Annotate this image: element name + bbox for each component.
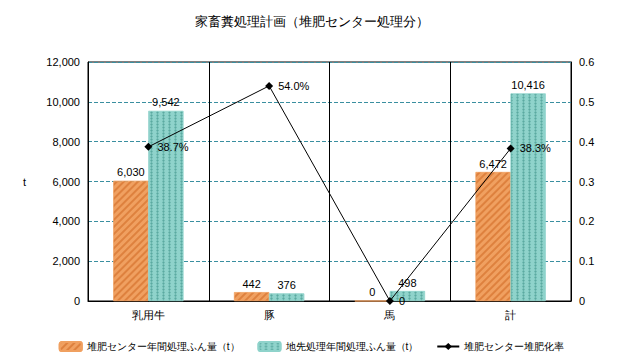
svg-text:6,030: 6,030 — [117, 166, 145, 178]
svg-text:10,000: 10,000 — [46, 96, 80, 108]
svg-text:12,000: 12,000 — [46, 56, 80, 68]
svg-text:0: 0 — [399, 295, 405, 307]
svg-text:2,000: 2,000 — [52, 255, 80, 267]
svg-text:38.3%: 38.3% — [520, 142, 551, 154]
svg-text:乳用牛: 乳用牛 — [132, 309, 165, 321]
svg-text:38.7%: 38.7% — [157, 141, 188, 153]
svg-text:0.4: 0.4 — [579, 136, 594, 148]
svg-text:堆肥センター堆肥化率: 堆肥センター堆肥化率 — [463, 341, 564, 352]
svg-text:6,000: 6,000 — [52, 176, 80, 188]
svg-text:0.5: 0.5 — [579, 96, 594, 108]
svg-text:376: 376 — [277, 279, 295, 291]
svg-text:馬: 馬 — [383, 309, 395, 321]
svg-text:6,472: 6,472 — [479, 158, 507, 170]
svg-text:地先処理年間処理ふん量（t）: 地先処理年間処理ふん量（t） — [285, 341, 419, 352]
svg-text:0.1: 0.1 — [579, 255, 594, 267]
svg-text:9,542: 9,542 — [152, 96, 180, 108]
svg-text:4,000: 4,000 — [52, 215, 80, 227]
svg-text:442: 442 — [242, 278, 260, 290]
svg-text:498: 498 — [398, 276, 417, 289]
svg-text:家畜糞処理計画（堆肥センター処理分）: 家畜糞処理計画（堆肥センター処理分） — [195, 14, 429, 29]
svg-text:0: 0 — [369, 286, 375, 298]
svg-text:堆肥センター年間処理ふん量（t）: 堆肥センター年間処理ふん量（t） — [86, 341, 240, 352]
svg-text:豚: 豚 — [264, 309, 275, 321]
svg-text:0.3: 0.3 — [579, 176, 594, 188]
svg-text:54.0%: 54.0% — [278, 80, 309, 92]
svg-text:10,416: 10,416 — [511, 79, 545, 91]
svg-text:0: 0 — [74, 295, 80, 307]
svg-text:8,000: 8,000 — [52, 136, 80, 148]
svg-text:計: 計 — [505, 309, 516, 321]
svg-text:0: 0 — [579, 295, 585, 307]
svg-text:0.2: 0.2 — [579, 215, 594, 227]
svg-text:t: t — [23, 176, 26, 188]
svg-text:0.6: 0.6 — [579, 56, 594, 68]
